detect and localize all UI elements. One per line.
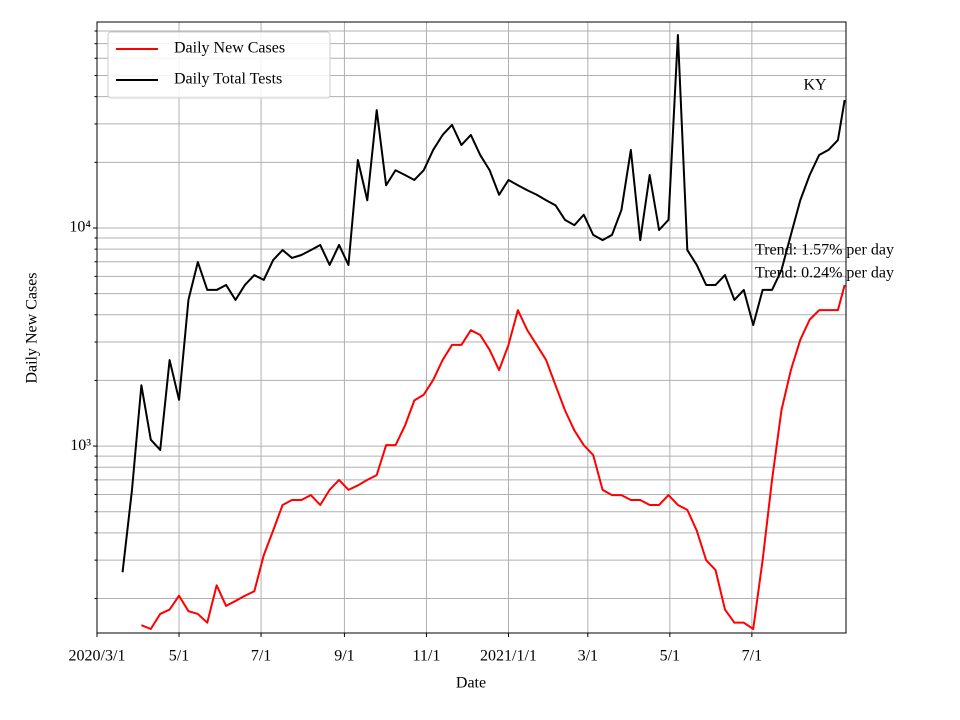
y-tick-label: 10⁴ <box>69 219 91 236</box>
trend-annotation: Trend: 1.57% per day <box>755 242 894 259</box>
x-tick-label: 7/1 <box>742 648 762 665</box>
x-tick-label: 7/1 <box>251 648 271 665</box>
plot-area <box>121 34 846 630</box>
y-tick-label: 10³ <box>70 437 91 454</box>
plot-frame <box>96 21 847 634</box>
x-axis-label: Date <box>456 675 486 692</box>
legend-label: Daily Total Tests <box>174 71 282 88</box>
legend-box <box>107 31 331 99</box>
legend: Daily New Cases Daily Total Tests <box>107 31 331 99</box>
x-tick-label: 3/1 <box>578 648 598 665</box>
x-tick-label: 2021/1/1 <box>480 648 537 665</box>
y-axis-label: Daily New Cases <box>24 272 41 383</box>
series-line <box>141 284 846 630</box>
trend-annotation: Trend: 0.24% per day <box>755 265 894 282</box>
legend-label: Daily New Cases <box>174 40 285 57</box>
x-tick-label: 2020/3/1 <box>69 648 126 665</box>
series-line <box>121 34 846 573</box>
x-tick-label: 5/1 <box>660 648 680 665</box>
state-label: KY <box>803 77 827 94</box>
x-tick-label: 9/1 <box>334 648 354 665</box>
x-tick-label: 11/1 <box>413 648 441 665</box>
x-tick-label: 5/1 <box>169 648 189 665</box>
